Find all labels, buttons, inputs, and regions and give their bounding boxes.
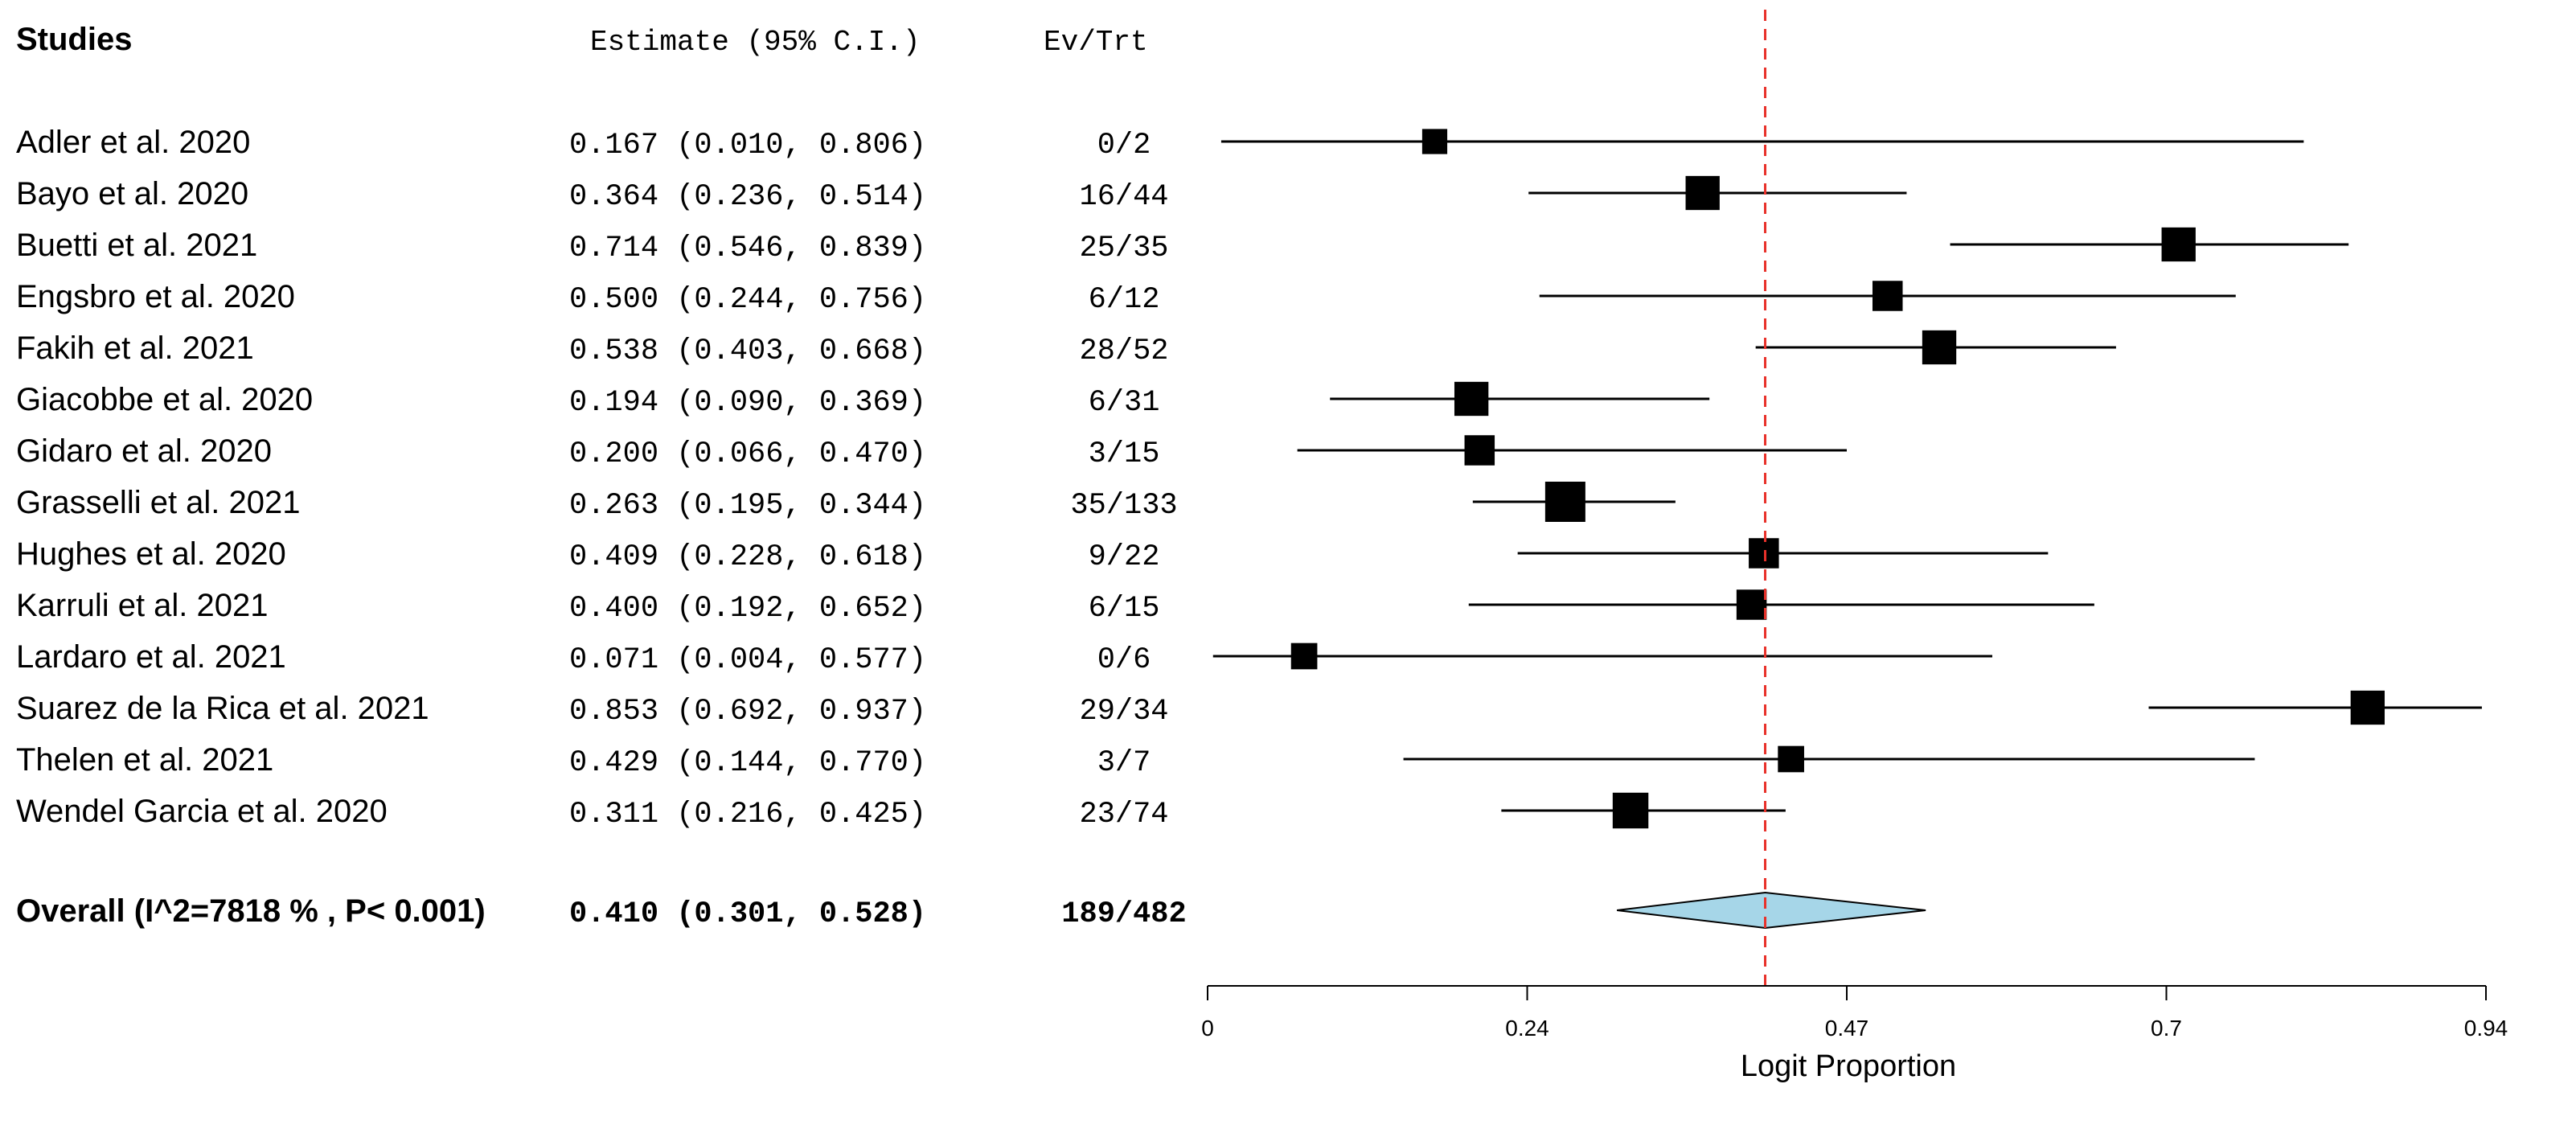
study-estimate: 0.853 (0.692, 0.937) — [569, 695, 926, 729]
header-studies: Studies — [16, 22, 132, 57]
study-estimate: 0.364 (0.236, 0.514) — [569, 180, 926, 214]
study-estimate: 0.429 (0.144, 0.770) — [569, 746, 926, 780]
study-row: Fakih et al. 2021 0.538 (0.403, 0.668) 28/… — [16, 330, 2116, 368]
study-estimate: 0.409 (0.228, 0.618) — [569, 540, 926, 574]
study-events: 3/15 — [1089, 437, 1160, 471]
study-events: 6/31 — [1089, 386, 1160, 420]
study-estimate: 0.071 (0.004, 0.577) — [569, 643, 926, 677]
study-events: 29/34 — [1079, 695, 1168, 729]
study-events: 6/15 — [1089, 592, 1160, 626]
study-events: 6/12 — [1089, 283, 1160, 317]
study-row: Suarez de la Rica et al. 2021 0.853 (0.69… — [16, 690, 2482, 729]
study-name: Wendel Garcia et al. 2020 — [16, 794, 388, 829]
study-estimate: 0.714 (0.546, 0.839) — [569, 232, 926, 265]
study-events: 35/133 — [1070, 489, 1177, 523]
study-name: Suarez de la Rica et al. 2021 — [16, 691, 429, 726]
estimate-marker — [1685, 175, 1720, 211]
overall-row: Overall (I^2=7818 % , P< 0.001) 0.410 (0.… — [16, 891, 1926, 931]
estimate-marker — [2161, 227, 2196, 262]
study-row: Karruli et al. 2021 0.400 (0.192, 0.652) 6… — [16, 588, 2094, 626]
study-name: Buetti et al. 2021 — [16, 228, 257, 263]
study-name: Gidaro et al. 2020 — [16, 433, 272, 469]
study-name: Grasselli et al. 2021 — [16, 485, 301, 520]
study-row: Engsbro et al. 2020 0.500 (0.244, 0.756) 6… — [16, 279, 2236, 317]
study-name: Engsbro et al. 2020 — [16, 279, 295, 314]
study-name: Adler et al. 2020 — [16, 125, 250, 160]
study-row: Gidaro et al. 2020 0.200 (0.066, 0.470) 3/… — [16, 433, 1847, 471]
study-row: Giacobbe et al. 2020 0.194 (0.090, 0.369)… — [16, 381, 1710, 420]
study-name: Fakih et al. 2021 — [16, 330, 254, 366]
study-row: Thelen et al. 2021 0.429 (0.144, 0.770) 3/… — [16, 742, 2255, 780]
overall-estimate: 0.410 (0.301, 0.528) — [569, 897, 926, 931]
study-name: Hughes et al. 2020 — [16, 536, 286, 572]
study-name: Lardaro et al. 2021 — [16, 639, 286, 675]
study-estimate: 0.194 (0.090, 0.369) — [569, 386, 926, 420]
study-events: 9/22 — [1089, 540, 1160, 574]
study-events: 25/35 — [1079, 232, 1168, 265]
x-tick-label: 0.7 — [2151, 1016, 2182, 1041]
study-rows: Adler et al. 2020 0.167 (0.010, 0.806) 0/2… — [16, 125, 2482, 831]
study-events: 0/6 — [1097, 643, 1151, 677]
study-estimate: 0.538 (0.403, 0.668) — [569, 335, 926, 368]
header-estimate: Estimate (95% C.I.) — [590, 26, 920, 59]
estimate-marker — [2350, 690, 2385, 725]
study-estimate: 0.200 (0.066, 0.470) — [569, 437, 926, 471]
x-axis: 0 0.24 0.47 0.7 0.94 — [1201, 985, 2508, 1041]
study-events: 28/52 — [1079, 335, 1168, 368]
overall-label: Overall (I^2=7818 % , P< 0.001) — [16, 893, 486, 929]
study-estimate: 0.311 (0.216, 0.425) — [569, 798, 926, 831]
study-name: Thelen et al. 2021 — [16, 742, 273, 778]
x-axis-title: Logit Proportion — [1741, 1049, 1956, 1083]
estimate-marker — [1872, 281, 1903, 311]
estimate-marker — [1778, 745, 1804, 773]
x-tick-label: 0.47 — [1825, 1016, 1869, 1041]
estimate-marker — [1922, 330, 1957, 365]
estimate-marker — [1749, 538, 1779, 569]
study-events: 0/2 — [1097, 129, 1151, 162]
study-row: Lardaro et al. 2021 0.071 (0.004, 0.577) 0… — [16, 639, 1992, 677]
study-row: Buetti et al. 2021 0.714 (0.546, 0.839) 25… — [16, 227, 2349, 265]
study-events: 23/74 — [1079, 798, 1168, 831]
overall-events: 189/482 — [1061, 897, 1186, 931]
estimate-marker — [1454, 381, 1489, 417]
header-events: Ev/Trt — [1044, 26, 1148, 59]
study-estimate: 0.500 (0.244, 0.756) — [569, 283, 926, 317]
estimate-marker — [1612, 792, 1649, 829]
study-row: Wendel Garcia et al. 2020 0.311 (0.216, 0… — [16, 792, 1786, 831]
study-estimate: 0.400 (0.192, 0.652) — [569, 592, 926, 626]
study-estimate: 0.263 (0.195, 0.344) — [569, 489, 926, 523]
study-events: 16/44 — [1079, 180, 1168, 214]
estimate-marker — [1464, 435, 1495, 466]
estimate-marker — [1421, 129, 1448, 154]
study-name: Giacobbe et al. 2020 — [16, 382, 313, 417]
x-tick-label: 0.94 — [2464, 1016, 2508, 1041]
estimate-marker — [1290, 643, 1318, 670]
study-events: 3/7 — [1097, 746, 1151, 780]
estimate-marker — [1736, 589, 1767, 620]
study-name: Bayo et al. 2020 — [16, 176, 248, 211]
overall-diamond — [1617, 891, 1926, 930]
study-row: Hughes et al. 2020 0.409 (0.228, 0.618) 9/… — [16, 536, 2049, 574]
study-row: Grasselli et al. 2021 0.263 (0.195, 0.344… — [16, 482, 1676, 523]
study-row: Adler et al. 2020 0.167 (0.010, 0.806) 0/2 — [16, 125, 2304, 162]
study-estimate: 0.167 (0.010, 0.806) — [569, 129, 926, 162]
estimate-marker — [1544, 482, 1585, 522]
x-tick-label: 0 — [1201, 1016, 1214, 1041]
x-tick-label: 0.24 — [1505, 1016, 1549, 1041]
study-name: Karruli et al. 2021 — [16, 588, 269, 623]
study-row: Bayo et al. 2020 0.364 (0.236, 0.514) 16/4… — [16, 175, 1907, 214]
